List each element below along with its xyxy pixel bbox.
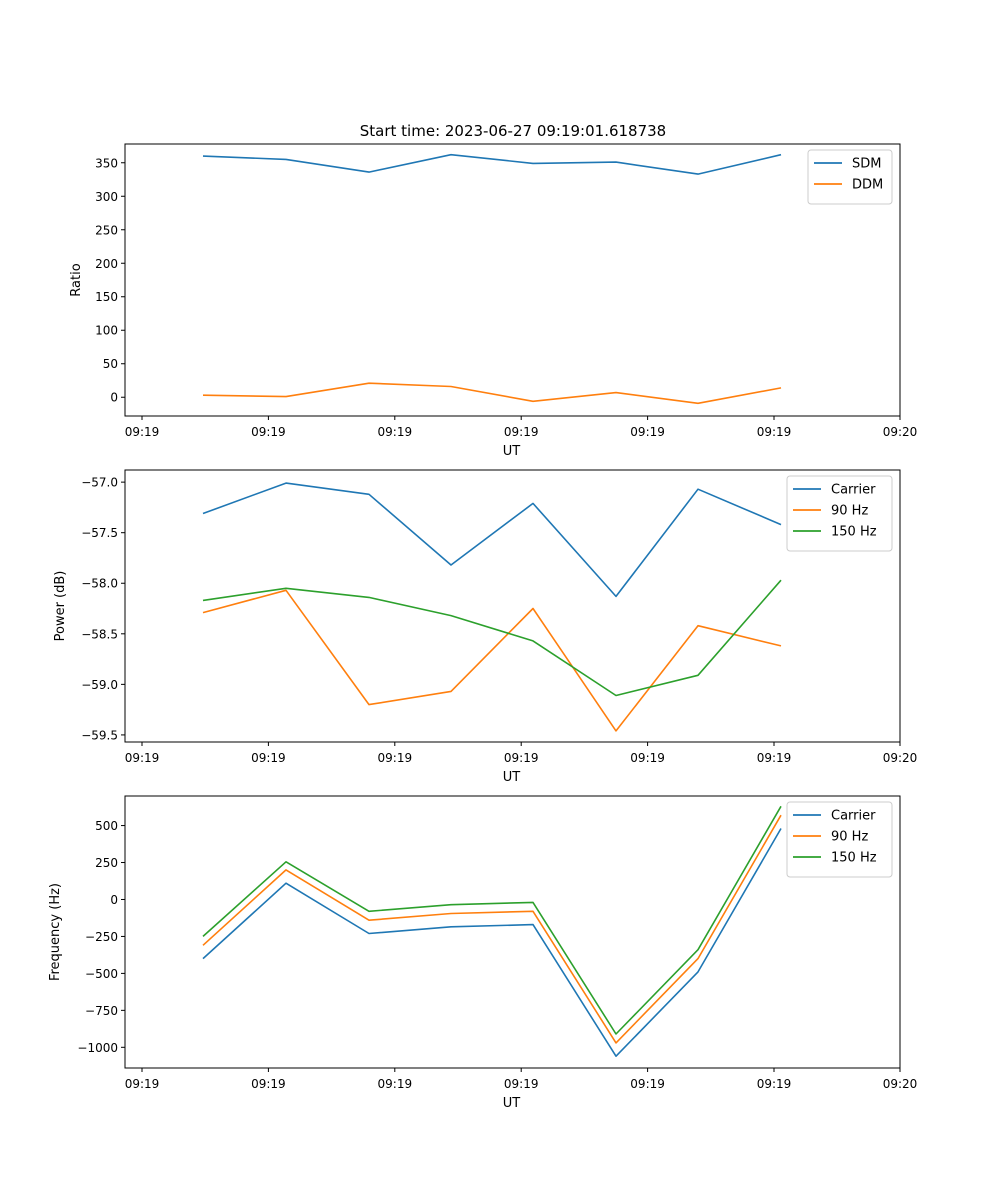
y-tick-label: −1000 (77, 1041, 118, 1055)
legend-label: 90 Hz (831, 504, 868, 519)
x-tick-label: 09:19 (378, 1077, 413, 1091)
x-tick-label: 09:19 (378, 751, 413, 765)
legend-label: 150 Hz (831, 851, 877, 866)
legend-label: SDM (852, 157, 881, 172)
y-tick-label: 50 (103, 357, 118, 371)
y-tick-label: −57.0 (81, 476, 118, 490)
x-axis-label: UT (503, 1096, 521, 1111)
plot-frame (124, 143, 901, 417)
series-line-1 (202, 482, 782, 598)
x-tick-label: 09:19 (630, 1077, 665, 1091)
x-tick-label: 09:19 (757, 425, 792, 439)
x-tick-label: 09:19 (504, 1077, 539, 1091)
ratio-panel: 09:19 09:19 09:19 09:19 09:19 09:19 09:20 0 50 10… (69, 143, 918, 459)
y-tick-label: 350 (95, 156, 118, 170)
legend-label: 150 Hz (831, 525, 877, 540)
y-tick-label: −750 (85, 1004, 118, 1018)
series-line-2 (202, 814, 782, 1044)
x-tick-label: 09:19 (504, 751, 539, 765)
power-panel: 09:19 09:19 09:19 09:19 09:19 09:19 09:20 −59.5… (53, 469, 918, 785)
x-tick-label: 09:19 (504, 425, 539, 439)
plot-frame (124, 795, 901, 1069)
y-tick-label: 100 (95, 324, 118, 338)
x-tick-label: 09:20 (883, 751, 918, 765)
legend-box (786, 475, 893, 552)
series-line-2 (202, 382, 782, 405)
x-tick-label: 09:19 (757, 751, 792, 765)
y-tick-label: 500 (95, 819, 118, 833)
y-tick-label: −58.5 (81, 627, 118, 641)
legend-label: 90 Hz (831, 830, 868, 845)
x-tick-label: 09:19 (630, 425, 665, 439)
x-tick-label: 09:19 (125, 1077, 160, 1091)
y-tick-label: 250 (95, 223, 118, 237)
y-tick-label: 300 (95, 190, 118, 204)
frequency-panel: 09:19 09:19 09:19 09:19 09:19 09:19 09:20 −1000… (48, 795, 918, 1111)
y-tick-label: 0 (110, 391, 118, 405)
y-tick-label: 0 (110, 893, 118, 907)
y-tick-label: −250 (85, 930, 118, 944)
y-tick-label: 250 (95, 856, 118, 870)
plot-frame (124, 469, 901, 743)
y-tick-label: −59.0 (81, 678, 118, 692)
x-tick-label: 09:19 (125, 751, 160, 765)
x-axis-label: UT (503, 770, 521, 785)
legend-label: Carrier (831, 483, 876, 498)
legend-label: DDM (852, 178, 883, 193)
series-line-3 (202, 805, 782, 1035)
x-tick-label: 09:19 (251, 1077, 286, 1091)
x-axis-label: UT (503, 444, 521, 459)
series-line-3 (202, 579, 782, 697)
x-tick-label: 09:19 (757, 1077, 792, 1091)
chart-title: Start time: 2023-06-27 09:19:01.618738 (360, 122, 666, 140)
x-tick-label: 09:20 (883, 1077, 918, 1091)
y-tick-label: −59.5 (81, 728, 118, 742)
series-line-1 (202, 828, 782, 1057)
x-tick-label: 09:19 (630, 751, 665, 765)
legend-box (786, 801, 893, 878)
x-tick-label: 09:19 (251, 751, 286, 765)
x-tick-label: 09:19 (125, 425, 160, 439)
y-tick-label: −58.0 (81, 577, 118, 591)
y-tick-label: −57.5 (81, 526, 118, 540)
y-tick-label: 150 (95, 290, 118, 304)
legend-label: Carrier (831, 809, 876, 824)
y-tick-label: −500 (85, 967, 118, 981)
series-line-1 (202, 153, 782, 175)
x-tick-label: 09:19 (378, 425, 413, 439)
y-axis-label: Power (dB) (53, 571, 68, 642)
y-axis-label: Frequency (Hz) (48, 883, 63, 981)
x-tick-label: 09:19 (251, 425, 286, 439)
y-tick-label: 200 (95, 257, 118, 271)
x-tick-label: 09:20 (883, 425, 918, 439)
y-axis-label: Ratio (69, 263, 84, 296)
series-line-2 (202, 589, 782, 732)
